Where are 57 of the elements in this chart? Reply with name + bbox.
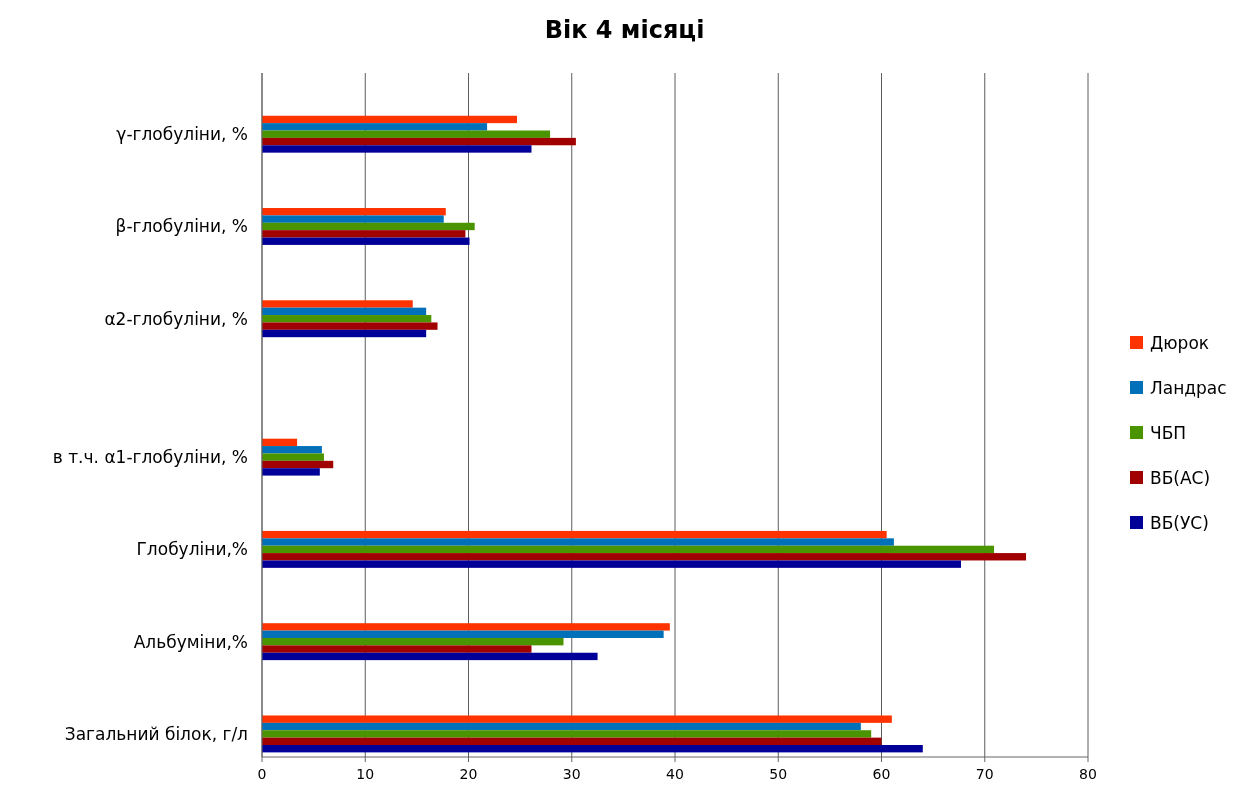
- bar: [262, 123, 488, 131]
- y-tick-label: γ-глобуліни, %: [116, 124, 248, 145]
- bar: [262, 722, 861, 731]
- bar: [262, 652, 598, 661]
- bar: [262, 315, 432, 323]
- bar: [262, 538, 894, 546]
- bar: [262, 645, 532, 653]
- bar: [262, 630, 664, 638]
- y-tick-label: α2-глобуліни, %: [104, 308, 248, 329]
- x-tick-label: 40: [666, 766, 684, 782]
- bar: [262, 208, 446, 216]
- y-tick-label: в т.ч. α1-глобуліни, %: [52, 447, 248, 468]
- bar: [262, 453, 324, 461]
- bar: [262, 300, 413, 308]
- x-tick-label: 60: [872, 766, 891, 782]
- x-tick-label: 70: [975, 766, 994, 782]
- y-tick-label: Загальний білок, г/л: [64, 723, 248, 744]
- bar: [262, 115, 518, 124]
- bar: [262, 322, 438, 330]
- bar: [262, 237, 470, 245]
- x-tick-label: 80: [1079, 766, 1097, 782]
- chart-title: Вік 4 місяці: [544, 16, 705, 44]
- legend-label: ВБ(АС): [1150, 467, 1211, 488]
- bar: [262, 307, 427, 316]
- bar: [262, 560, 961, 568]
- bar: [262, 215, 444, 223]
- bar: [262, 623, 670, 631]
- legend-label: ВБ(УС): [1150, 512, 1209, 533]
- bar: [262, 137, 576, 146]
- bar: [262, 130, 551, 138]
- x-tick-label: 20: [459, 766, 478, 782]
- bar: [262, 715, 892, 723]
- y-tick-label: β-глобуліни, %: [115, 216, 248, 237]
- bar: [262, 530, 887, 539]
- bar: [262, 730, 872, 738]
- bar: [262, 145, 532, 153]
- bar: [262, 737, 882, 746]
- bar: [262, 545, 995, 554]
- y-tick-label: Глобуліни,%: [136, 539, 248, 560]
- bar: [262, 446, 322, 454]
- bar: [262, 468, 320, 476]
- y-tick-label: Альбуміни,%: [133, 631, 248, 652]
- x-tick-label: 30: [562, 766, 581, 782]
- x-tick-label: 0: [257, 766, 267, 782]
- legend-label: ЧБП: [1150, 422, 1187, 443]
- bar: [262, 637, 564, 646]
- bar: [262, 222, 475, 231]
- x-tick-label: 50: [769, 766, 788, 782]
- bar: [262, 329, 427, 338]
- legend-label: Ландрас: [1150, 377, 1227, 398]
- bar: [262, 553, 1027, 561]
- legend-label: Дюрок: [1150, 332, 1210, 353]
- bar: [262, 745, 923, 753]
- bar: [262, 230, 466, 238]
- bar: [262, 438, 298, 447]
- x-tick-label: 10: [356, 766, 375, 782]
- bar: [262, 460, 334, 469]
